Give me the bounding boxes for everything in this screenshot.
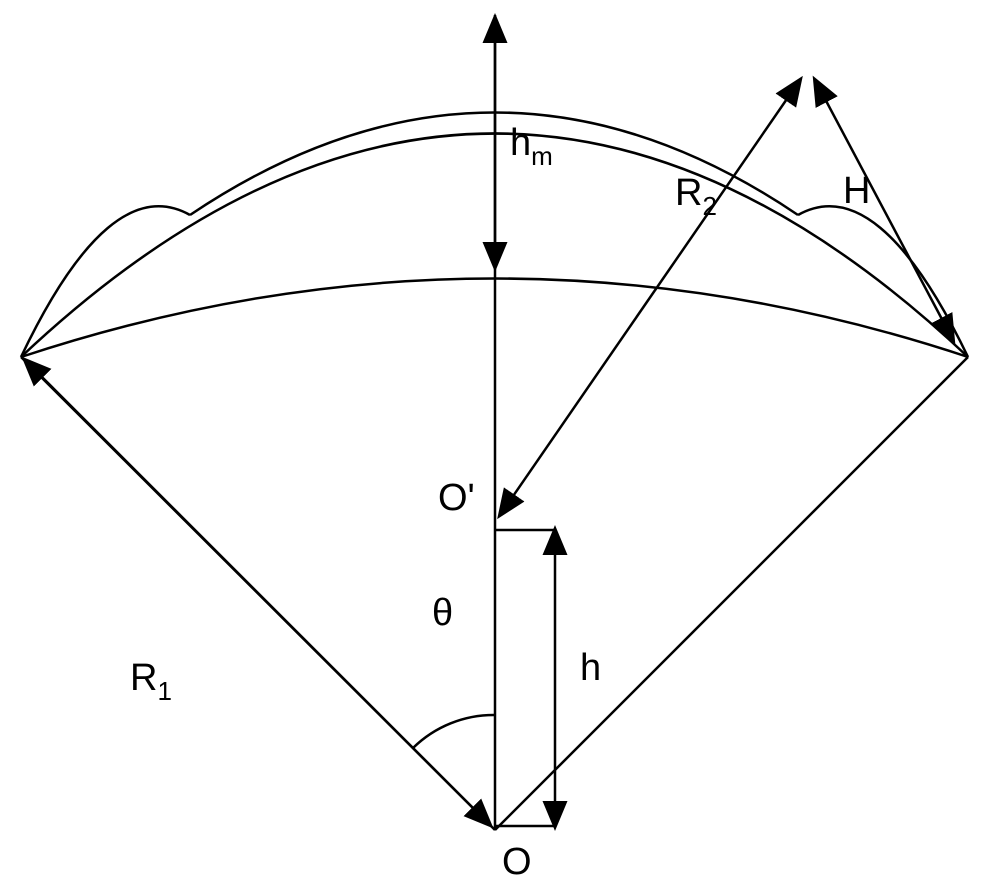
h-cap-arrow-line [815, 80, 953, 340]
r1-arrow-line [25, 360, 490, 825]
label-r1: R1 [130, 657, 172, 706]
label-h: h [580, 647, 601, 689]
right-radial-line [495, 357, 968, 830]
label-theta: θ [432, 592, 453, 634]
label-o-prime: O' [438, 477, 475, 519]
label-o: O [502, 841, 532, 882]
theta-arc [413, 715, 495, 748]
label-hm: hm [510, 122, 553, 171]
label-h-cap: H [843, 170, 870, 212]
